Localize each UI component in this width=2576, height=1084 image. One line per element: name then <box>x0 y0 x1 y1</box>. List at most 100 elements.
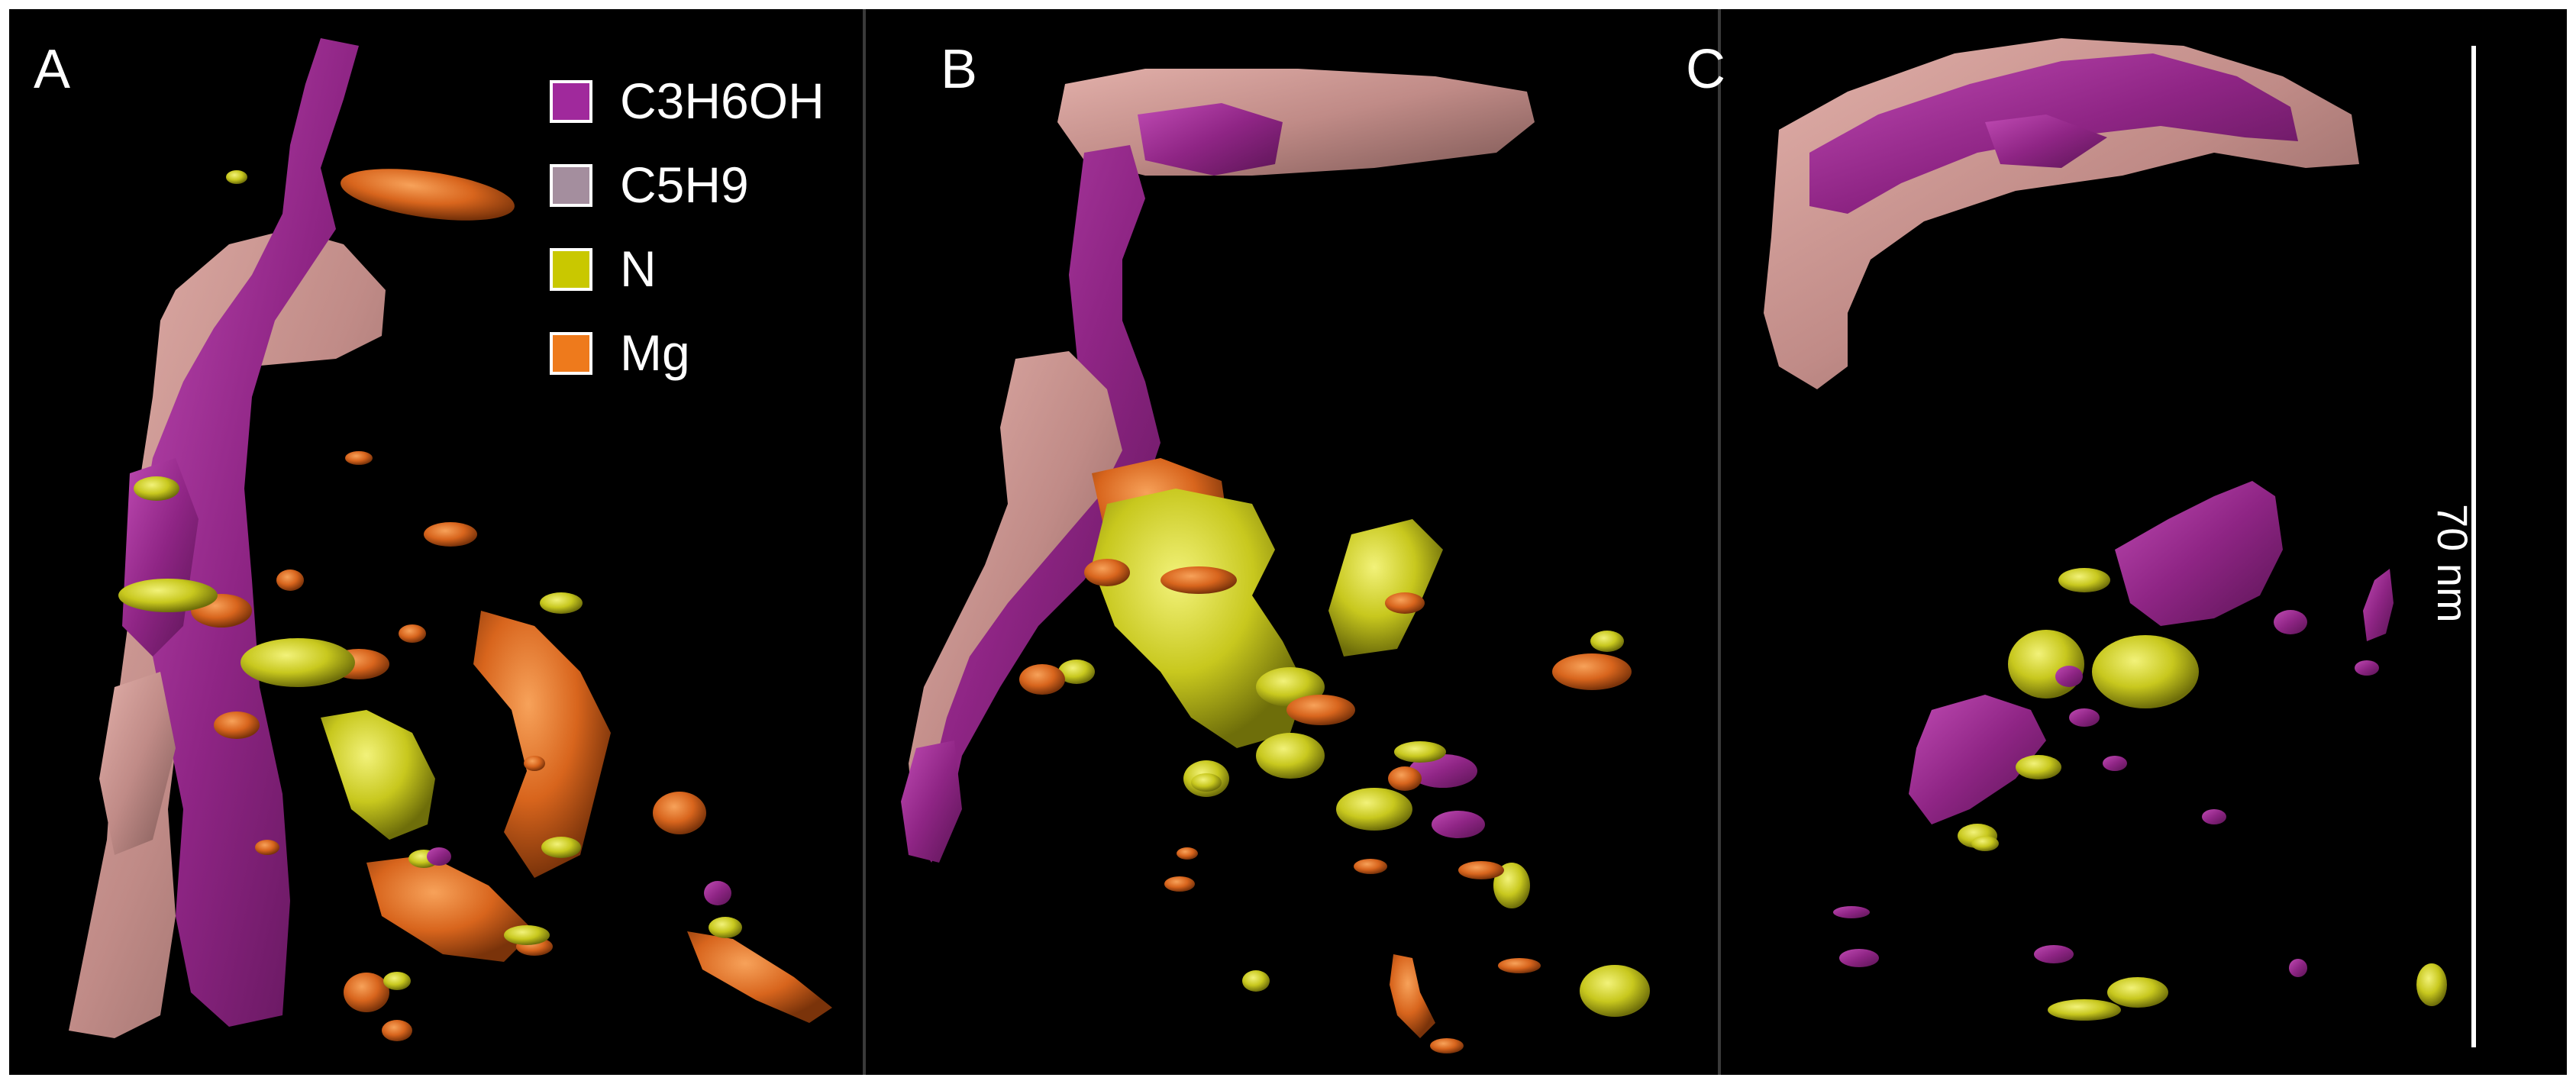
c3h6oh-cluster <box>427 847 451 866</box>
n-cluster <box>2058 568 2110 592</box>
n-cluster <box>1256 733 1325 779</box>
n-cluster <box>504 925 550 945</box>
legend-item-c3h6oh: C3H6OH <box>550 73 901 130</box>
mg-precipitate <box>1177 847 1198 860</box>
mg-precipitate <box>1385 592 1425 614</box>
n-cluster <box>2008 630 2084 698</box>
panel-b-c3h6oh-stalk <box>909 145 1160 863</box>
n-cluster <box>1242 970 1270 992</box>
c3h6oh-cluster <box>2202 809 2226 824</box>
c3h6oh-cluster <box>2274 610 2307 634</box>
c3h6oh-cluster <box>1839 949 1879 967</box>
mg-precipitate <box>424 522 477 547</box>
mg-precipitate <box>366 855 534 962</box>
mg-precipitate <box>1390 954 1435 1038</box>
mg-precipitate <box>255 840 279 855</box>
n-cluster <box>1971 836 1999 851</box>
legend-label-mg: Mg <box>620 324 690 381</box>
n-cluster <box>2092 635 2199 708</box>
n-cluster <box>2107 977 2168 1008</box>
c3h6oh-cluster <box>1432 811 1485 838</box>
n-cluster <box>1191 773 1222 792</box>
n-cluster <box>2416 963 2447 1006</box>
c3h6oh-cluster <box>2355 660 2379 676</box>
mg-precipitate <box>1019 664 1065 695</box>
panel-c-c3h6oh-band <box>2115 481 2283 626</box>
panel-b-c5h9-stalk <box>909 351 1122 840</box>
panel-label-c: C <box>1686 39 1725 100</box>
scale-bar-label: 70 nm <box>2429 504 2477 623</box>
n-cluster <box>2016 755 2061 779</box>
n-cluster <box>540 592 583 614</box>
mg-precipitate <box>1388 766 1422 791</box>
mg-precipitate <box>653 792 706 834</box>
legend-swatch-c5h9 <box>550 164 592 207</box>
panel-b-c3h6oh-lower <box>901 740 962 863</box>
mg-precipitate <box>1354 859 1387 874</box>
n-cluster <box>1580 965 1650 1017</box>
c3h6oh-cluster <box>2055 666 2083 687</box>
mg-precipitate <box>276 569 304 591</box>
n-cluster <box>118 579 218 612</box>
n-cluster <box>383 972 411 990</box>
n-cluster <box>321 710 435 840</box>
legend-label-c3h6oh: C3H6OH <box>620 73 825 129</box>
mg-precipitate <box>341 169 515 221</box>
n-cluster <box>226 170 247 184</box>
n-cluster <box>1058 660 1095 684</box>
mg-precipitate <box>214 711 260 739</box>
n-cluster <box>240 638 355 687</box>
panel-a-c5h9-fragment <box>99 672 176 855</box>
c3h6oh-cluster <box>2069 708 2100 727</box>
panel-c-c3h6oh-lower <box>1909 695 2046 824</box>
c3h6oh-cluster <box>2034 945 2074 963</box>
panel-label-a: A <box>34 39 71 100</box>
legend-swatch-mg <box>550 332 592 375</box>
c3h6oh-cluster <box>2289 959 2307 977</box>
mg-precipitate <box>399 624 426 643</box>
panel-a-c3h6oh-surface <box>137 38 359 1027</box>
mg-precipitate <box>1164 876 1195 892</box>
panel-a-reconstruction <box>69 38 832 1041</box>
c3h6oh-cluster <box>2363 569 2394 641</box>
n-cluster <box>1493 863 1530 908</box>
mg-precipitate <box>687 931 832 1023</box>
mg-precipitate <box>344 973 389 1012</box>
c3h6oh-cluster <box>1833 906 1870 918</box>
mg-precipitate <box>1430 1038 1464 1053</box>
legend-label-c5h9: C5H9 <box>620 156 749 213</box>
c3h6oh-cluster <box>704 881 731 905</box>
mg-precipitate <box>473 611 611 878</box>
legend-label-n: N <box>620 240 657 297</box>
mg-precipitate <box>1498 958 1541 973</box>
c3h6oh-cluster <box>1409 754 1477 788</box>
legend-swatch-c3h6oh <box>550 80 592 123</box>
mg-precipitate <box>1458 861 1504 879</box>
panel-b-c3h6oh-band <box>1138 103 1283 176</box>
n-cluster <box>1394 741 1446 763</box>
mg-precipitate <box>1084 559 1130 586</box>
legend-swatch-n <box>550 248 592 291</box>
n-cluster <box>134 476 179 501</box>
mg-precipitate <box>1552 653 1632 690</box>
panel-c-c3h6oh-streak <box>1985 115 2107 168</box>
mg-precipitate <box>382 1020 412 1041</box>
n-cluster <box>2048 999 2121 1021</box>
panel-c-reconstruction <box>1764 38 2447 1021</box>
panel-label-b: B <box>941 39 978 100</box>
n-cluster <box>1336 788 1412 831</box>
n-cluster <box>541 837 581 858</box>
n-cluster <box>709 917 742 938</box>
n-cluster <box>1590 631 1624 652</box>
mg-precipitate <box>1160 566 1237 594</box>
legend-item-c5h9: C5H9 <box>550 156 901 214</box>
mg-precipitate <box>345 451 373 465</box>
legend-item-n: N <box>550 240 901 298</box>
panel-b-reconstruction <box>901 69 1650 1053</box>
mg-precipitate <box>1286 695 1355 725</box>
n-cluster <box>1328 519 1443 657</box>
legend-item-mg: Mg <box>550 324 901 382</box>
n-cluster <box>1092 489 1306 748</box>
c3h6oh-cluster <box>2103 756 2127 771</box>
